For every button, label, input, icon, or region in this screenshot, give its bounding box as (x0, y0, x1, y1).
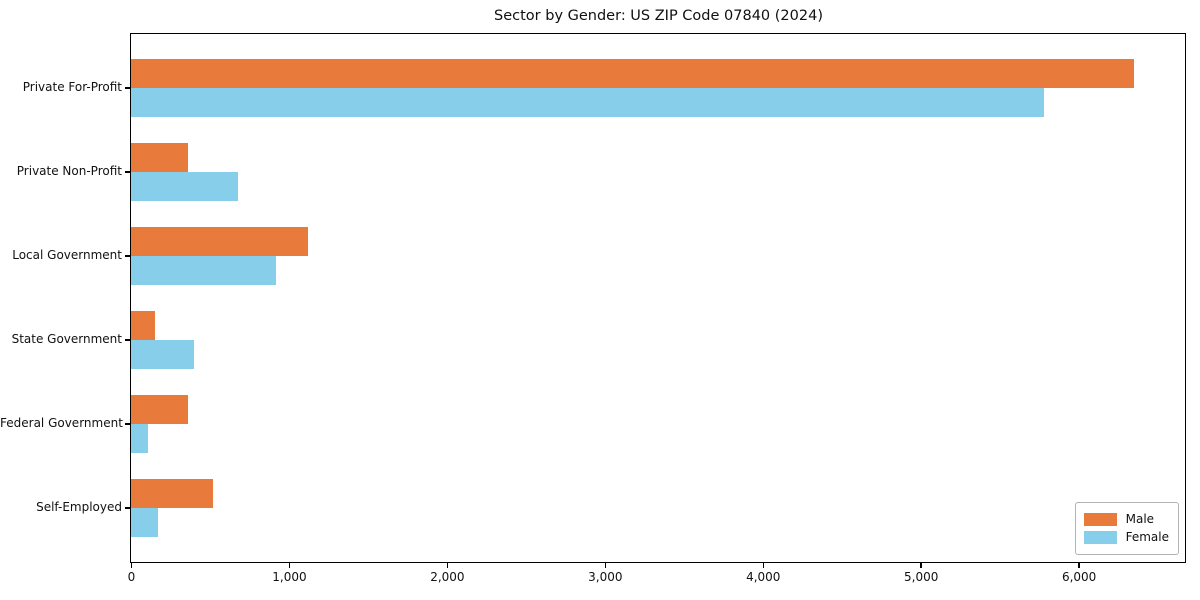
x-tick-label-1000: 1,000 (272, 570, 307, 584)
bar-male-state-government (131, 310, 155, 340)
y-tick-mark-state-government (125, 339, 130, 341)
category-label-self-employed: Self-Employed (36, 500, 122, 514)
bar-female-state-government (131, 339, 194, 369)
bar-female-federal-government (131, 423, 148, 453)
legend-entry-male: Male (1083, 512, 1169, 527)
y-tick-mark-private-for-profit (125, 87, 130, 89)
category-label-local-government: Local Government (12, 248, 122, 262)
x-tick-mark-0 (130, 563, 133, 568)
legend-label-male: Male (1125, 512, 1155, 526)
chart-title: Sector by Gender: US ZIP Code 07840 (202… (494, 8, 823, 24)
bar-female-local-government (131, 255, 276, 285)
category-label-private-for-profit: Private For-Profit (22, 80, 122, 94)
x-tick-label-2000: 2,000 (430, 570, 465, 584)
plot-area: Male Female (130, 33, 1186, 563)
x-tick-mark-1000 (288, 563, 291, 568)
bar-female-private-non-profit (131, 171, 238, 201)
x-tick-label-5000: 5,000 (904, 570, 939, 584)
x-tick-mark-6000 (1078, 563, 1080, 568)
legend: Male Female (1074, 502, 1179, 555)
y-tick-mark-private-non-profit (125, 171, 130, 173)
x-tick-mark-2000 (446, 563, 449, 568)
bar-female-private-for-profit (131, 87, 1044, 117)
bar-male-private-for-profit (131, 58, 1134, 88)
x-tick-label-0: 0 (127, 570, 136, 584)
x-tick-label-6000: 6,000 (1061, 570, 1097, 584)
bar-male-private-non-profit (131, 142, 188, 172)
category-label-federal-government: Federal Government (0, 416, 123, 430)
x-tick-mark-3000 (604, 563, 607, 568)
bar-female-self-employed (131, 507, 158, 537)
y-tick-mark-federal-government (125, 423, 130, 425)
x-tick-label-3000: 3,000 (588, 570, 623, 584)
x-tick-mark-4000 (762, 563, 765, 568)
bar-male-self-employed (131, 478, 213, 508)
category-label-private-non-profit: Private Non-Profit (16, 164, 122, 178)
legend-swatch-male (1083, 513, 1117, 526)
legend-swatch-female (1083, 531, 1117, 544)
x-tick-mark-5000 (920, 563, 922, 568)
bar-male-local-government (131, 226, 308, 256)
y-tick-mark-self-employed (125, 507, 130, 509)
y-tick-mark-local-government (125, 255, 130, 257)
legend-label-female: Female (1125, 530, 1169, 544)
legend-entry-female: Female (1083, 530, 1169, 545)
bar-male-federal-government (131, 394, 188, 424)
x-tick-label-4000: 4,000 (746, 570, 781, 584)
category-label-state-government: State Government (11, 332, 122, 346)
